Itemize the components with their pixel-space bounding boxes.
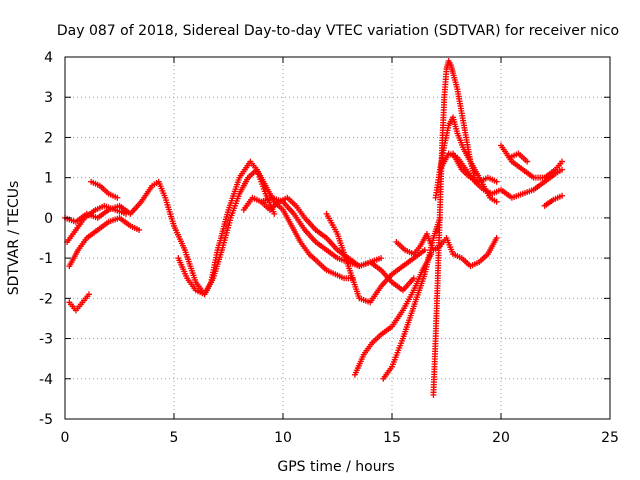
x-tick-label: 10	[274, 430, 292, 446]
series-track-c	[64, 202, 130, 246]
data-points	[62, 58, 566, 398]
data-point	[114, 194, 121, 201]
y-tick-label: -2	[39, 291, 53, 307]
x-tick-label: 5	[170, 430, 179, 446]
y-tick-label: -3	[39, 332, 53, 348]
x-tick-label: 0	[61, 430, 70, 446]
series-track-o	[436, 150, 566, 201]
series-track-h	[258, 194, 417, 294]
series-track-l	[393, 230, 500, 270]
y-tick-label: -5	[39, 412, 53, 428]
y-tick-label: 3	[44, 90, 53, 106]
series-track-n	[432, 114, 500, 205]
data-point	[421, 247, 428, 254]
series-track-e	[66, 291, 92, 314]
chart-title: Day 087 of 2018, Sidereal Day-to-day VTE…	[57, 23, 619, 39]
data-point	[493, 235, 500, 241]
series-track-b	[66, 214, 143, 270]
series-track-s	[541, 192, 566, 209]
y-tick-label: 1	[44, 171, 53, 187]
data-point	[524, 158, 531, 165]
data-point	[136, 226, 143, 233]
data-point	[410, 275, 417, 282]
x-tick-label: 20	[492, 430, 510, 446]
data-point	[559, 166, 566, 173]
y-tick-label: 4	[44, 50, 53, 66]
series-track-p	[450, 150, 500, 185]
data-point	[271, 210, 278, 217]
data-point	[493, 178, 500, 185]
y-tick-label: -1	[39, 251, 53, 267]
y-tick-label: -4	[39, 372, 53, 388]
x-tick-label: 25	[601, 430, 619, 446]
data-point	[123, 210, 130, 217]
series-track-m	[430, 58, 478, 398]
data-point	[378, 255, 385, 262]
series-track-f	[175, 166, 356, 298]
series-track-j	[351, 251, 435, 378]
plot-frame	[64, 56, 611, 420]
series-track-i	[323, 210, 428, 306]
y-axis-title: SDTVAR / TECUs	[6, 181, 22, 296]
series-track-d	[88, 178, 121, 201]
series-track-r	[506, 150, 531, 165]
data-point	[559, 192, 566, 199]
axis-ticks: 0 5 10 15 20 25 -5 -4 -3 -2 -1 0 1 2 3 4	[39, 50, 619, 446]
data-point	[493, 198, 500, 205]
data-point	[85, 291, 92, 298]
series-track-a	[62, 158, 278, 298]
x-axis-title: GPS time / hours	[277, 459, 394, 475]
y-tick-label: 2	[44, 130, 53, 146]
x-tick-label: 15	[383, 430, 401, 446]
data-point	[559, 158, 566, 165]
y-tick-label: 0	[44, 211, 53, 227]
series-track-q	[498, 142, 566, 181]
